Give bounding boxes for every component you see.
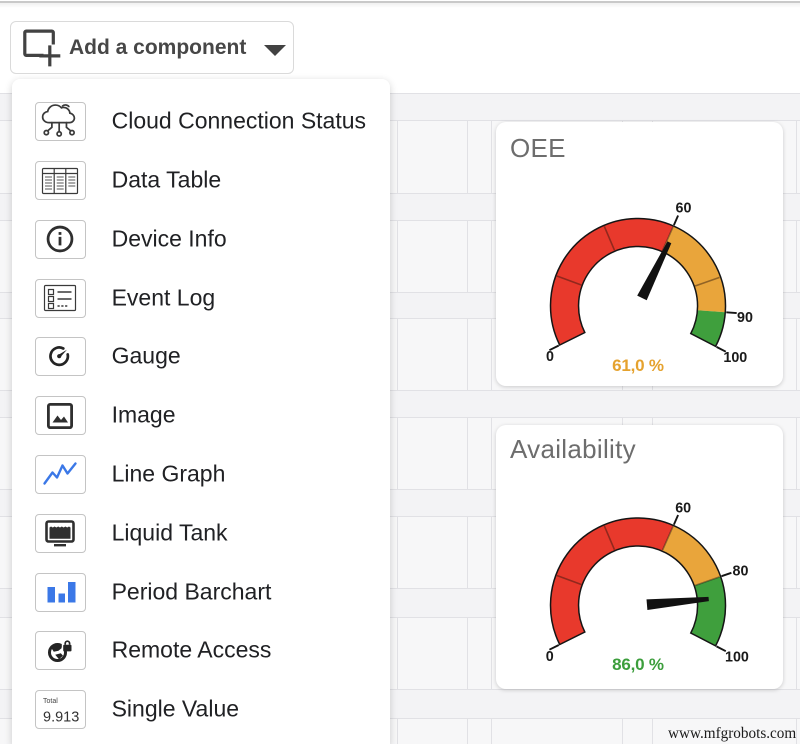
svg-text:Total: Total (43, 698, 58, 705)
svg-text:90: 90 (737, 310, 753, 326)
svg-text:80: 80 (733, 564, 749, 580)
svg-text:9.913: 9.913 (43, 709, 79, 725)
svg-text:60: 60 (675, 501, 691, 517)
svg-text:61,0 %: 61,0 % (612, 356, 664, 375)
svg-text:0: 0 (546, 349, 554, 365)
svg-text:100: 100 (725, 650, 749, 666)
svg-text:0: 0 (546, 649, 554, 665)
svg-text:100: 100 (723, 350, 747, 366)
svg-text:60: 60 (676, 201, 692, 217)
svg-text:86,0 %: 86,0 % (612, 655, 664, 674)
